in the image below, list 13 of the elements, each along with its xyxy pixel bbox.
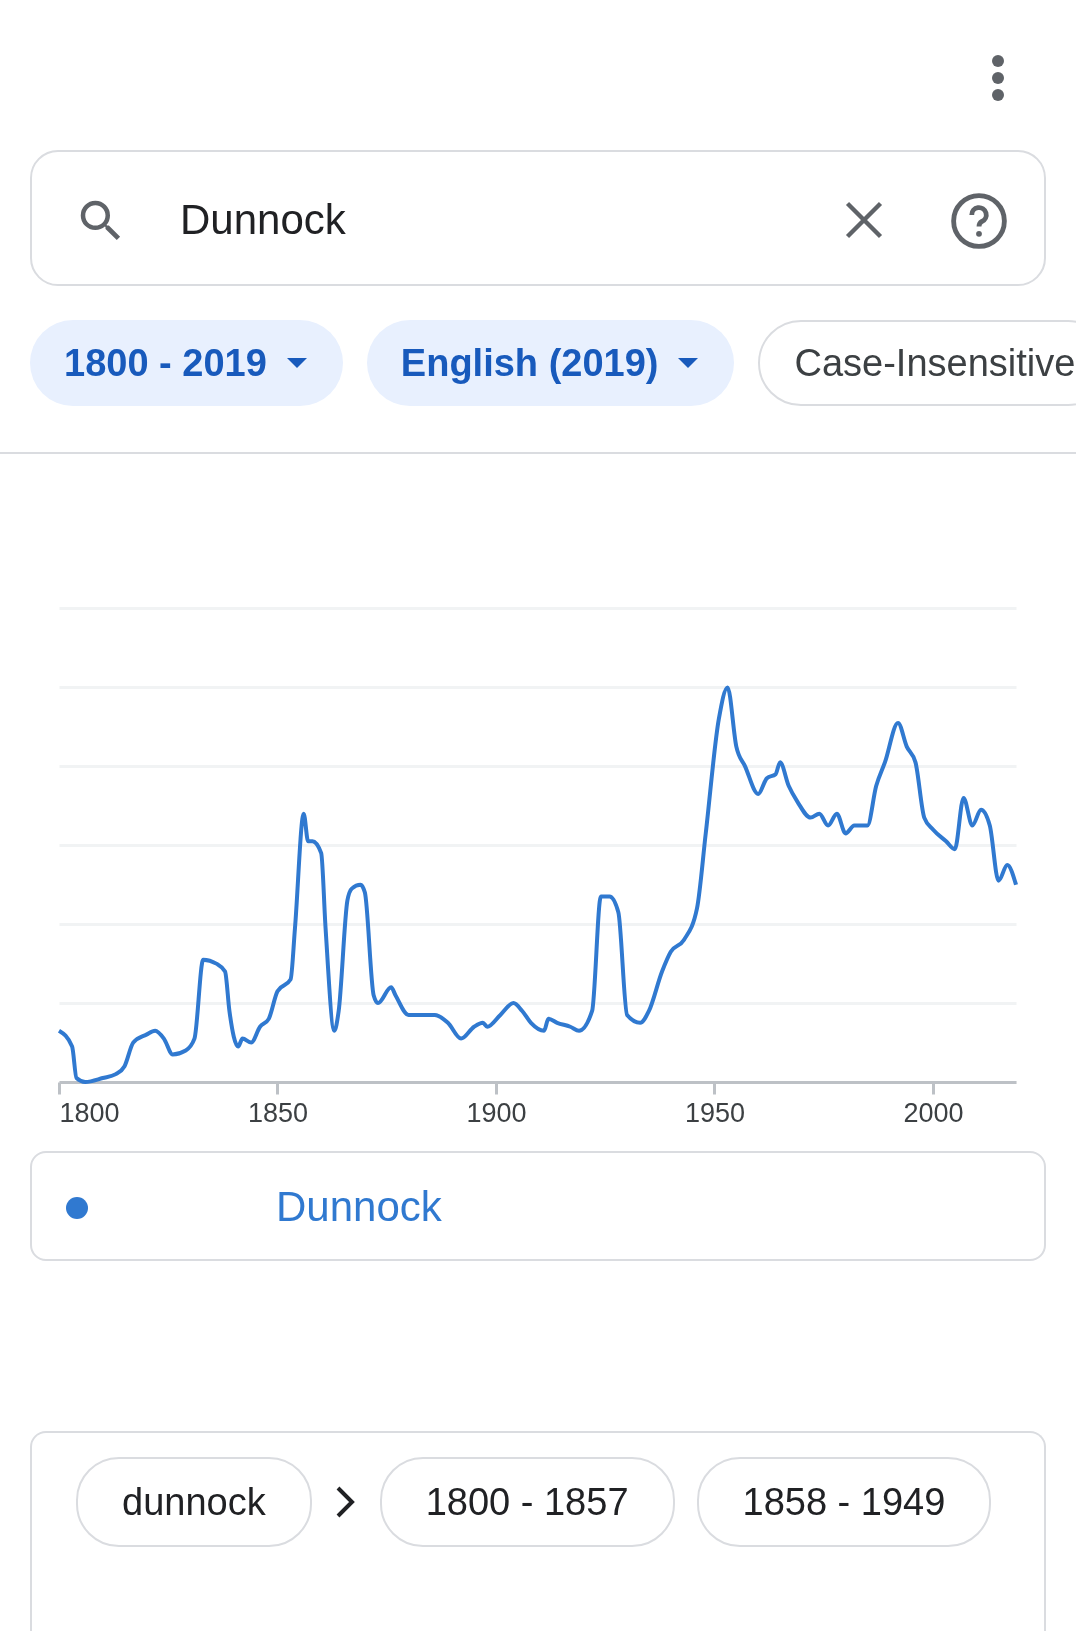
x-tick-label: 1800	[59, 1097, 120, 1128]
x-tick-label: 1950	[684, 1097, 746, 1128]
text: 1800 - 1857	[379, 1457, 675, 1547]
text: Dunnock	[180, 196, 346, 244]
text: Dunnock	[276, 1183, 442, 1231]
x-tick-label: 1900	[466, 1097, 527, 1128]
text: dunnock	[76, 1457, 312, 1547]
text: English (2019)	[400, 341, 659, 385]
x-tick-label: 1850	[247, 1097, 309, 1128]
text: Case-Insensitive	[794, 341, 1076, 385]
x-tick-label: 2000	[903, 1097, 964, 1128]
text: 1800 - 2019	[64, 341, 267, 385]
text: 1858 - 1949	[696, 1457, 992, 1547]
